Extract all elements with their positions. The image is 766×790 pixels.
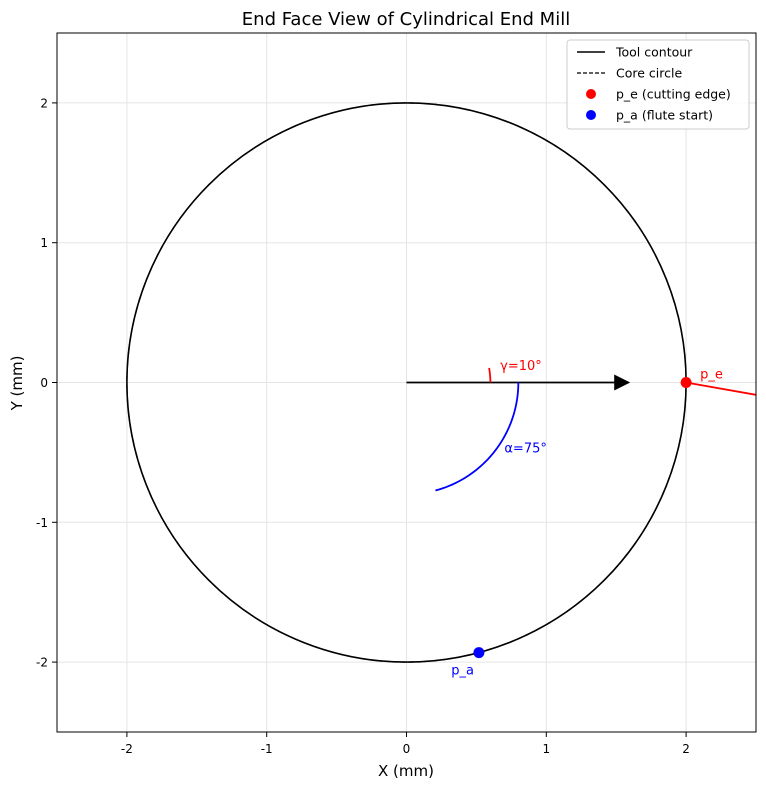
legend-pa-swatch <box>586 110 596 120</box>
y-tick-label: 1 <box>40 236 48 250</box>
x-tick-label: 2 <box>682 742 690 756</box>
annotation-pa: p_a <box>451 664 474 679</box>
alpha-arc <box>435 382 520 492</box>
plot-area: γ=10° α=75° p_e p_a <box>126 102 756 679</box>
legend-pe-label: p_e (cutting edge) <box>616 87 731 102</box>
legend-tool-contour-label: Tool contour <box>615 45 693 60</box>
y-tick-label: 0 <box>40 376 48 390</box>
y-tick-label: 2 <box>40 96 48 110</box>
legend-box <box>566 39 750 130</box>
pe-point <box>680 377 692 388</box>
reference-arrow-head <box>614 374 631 391</box>
plot-frame <box>56 32 757 733</box>
gamma-arc <box>488 367 492 383</box>
legend-core-circle-label: Core circle <box>616 66 682 81</box>
x-tick-label: -1 <box>261 742 273 756</box>
x-axis-label: X (mm) <box>378 762 434 780</box>
y-tick-label: -1 <box>36 516 48 530</box>
y-axis-label: Y (mm) <box>8 356 26 412</box>
legend-pe-swatch <box>586 89 596 99</box>
x-tick-label: 1 <box>542 742 550 756</box>
axis-ticks: -2 -1 0 1 2 -2 -1 0 1 2 <box>36 96 690 756</box>
chart-title: End Face View of Cylindrical End Mill <box>242 9 570 30</box>
x-tick-label: -2 <box>121 742 133 756</box>
x-tick-label: 0 <box>403 742 411 756</box>
legend-pa-label: p_a (flute start) <box>616 108 713 123</box>
rake-line <box>685 381 756 396</box>
legend: Tool contour Core circle p_e (cutting ed… <box>566 39 750 130</box>
annotation-gamma: γ=10° <box>500 359 542 374</box>
annotation-alpha: α=75° <box>504 441 547 456</box>
pa-point <box>473 647 485 659</box>
annotation-pe: p_e <box>700 367 723 382</box>
y-tick-label: -2 <box>36 656 48 670</box>
